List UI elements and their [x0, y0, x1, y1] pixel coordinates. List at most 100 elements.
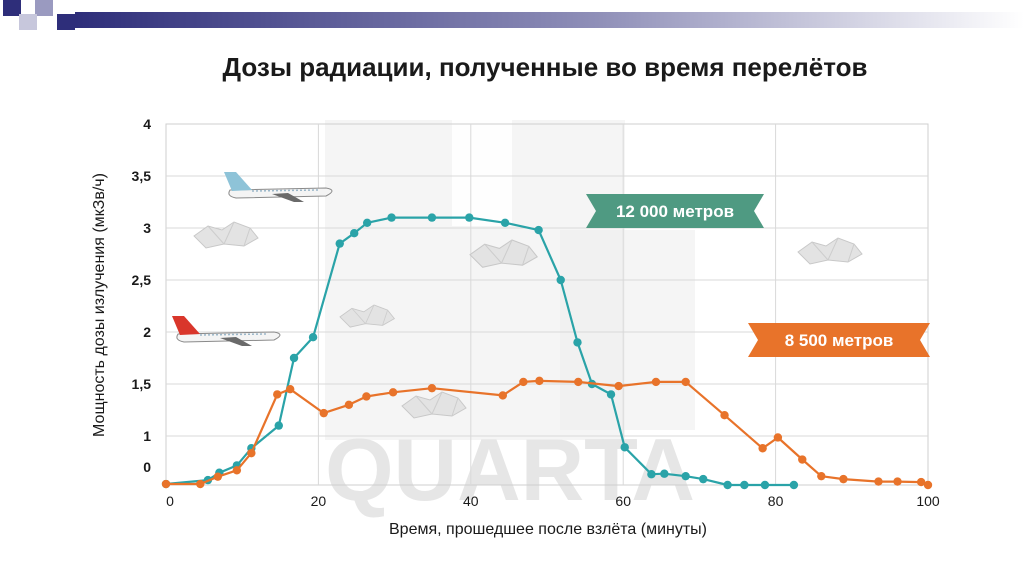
data-point	[574, 377, 583, 387]
data-point	[789, 480, 799, 490]
y-tick-label: 2,5	[132, 272, 152, 288]
data-point	[427, 383, 437, 393]
plane-windows	[251, 189, 319, 192]
series-2	[161, 376, 933, 490]
y-tick-label: 3,5	[132, 168, 152, 184]
series-label-text: 12 000 метров	[616, 202, 734, 221]
series-labels: 12 000 метров 8 500 метров	[586, 194, 930, 357]
data-point	[500, 218, 510, 227]
series-1	[161, 213, 799, 490]
data-point	[161, 479, 171, 489]
plane-wing	[272, 193, 304, 202]
plane-icon-high	[224, 172, 333, 202]
cloud-shape	[797, 237, 863, 265]
x-axis-label: Время, прошедшее после взлёта (минуты)	[389, 521, 707, 538]
data-point	[344, 400, 354, 409]
data-point	[362, 218, 372, 227]
data-point	[289, 353, 299, 363]
data-point	[427, 213, 437, 222]
data-point	[660, 469, 669, 478]
data-point	[286, 385, 295, 394]
data-point	[699, 474, 708, 484]
series-label-8500: 8 500 метров	[748, 323, 930, 357]
x-tick-label: 40	[463, 493, 479, 509]
data-point	[651, 377, 661, 387]
cloud-facets	[811, 237, 855, 263]
data-point	[213, 472, 223, 481]
plane-windows	[199, 333, 267, 336]
plot-frame	[165, 123, 929, 486]
header-decoration	[3, 0, 1024, 30]
watermark-block-right	[560, 230, 695, 430]
data-point	[839, 474, 848, 484]
data-point	[388, 388, 398, 397]
decorations	[172, 172, 863, 419]
data-point	[740, 480, 749, 490]
x-tick-label: 0	[166, 493, 174, 509]
cloud-icon	[339, 304, 396, 328]
data-point	[874, 477, 883, 486]
series-label-12000: 12 000 метров	[586, 194, 764, 228]
series-lines	[161, 213, 933, 490]
cloud-facets	[484, 239, 530, 266]
data-point	[319, 408, 328, 418]
data-point	[535, 376, 544, 386]
data-point	[335, 239, 344, 248]
data-point	[534, 225, 543, 235]
data-point	[720, 411, 729, 420]
cloud-facets	[207, 221, 251, 247]
data-point	[620, 443, 629, 452]
cloud-facets	[351, 304, 389, 326]
grid	[165, 123, 929, 486]
data-point	[573, 338, 582, 347]
data-point	[196, 479, 205, 489]
watermark-text: QUARTA	[325, 420, 695, 519]
plane-tail	[172, 316, 200, 335]
data-point	[773, 433, 783, 442]
chart-title: Дозы радиации, полученные во время перел…	[222, 52, 868, 82]
cloud-icon	[797, 237, 863, 265]
y-tick-label: 4	[143, 116, 151, 132]
cloud-icon	[469, 239, 538, 268]
plane-icon-low	[172, 316, 281, 346]
data-point	[916, 477, 926, 487]
tick-labels: 011,522,533,540 20 40 60 80 100	[132, 116, 940, 509]
data-point	[758, 444, 767, 453]
x-tick-label: 60	[615, 493, 631, 509]
plane-tail	[224, 172, 252, 191]
series-label-text: 8 500 метров	[785, 331, 894, 350]
data-point	[681, 377, 690, 387]
y-tick-label: 1	[143, 428, 151, 444]
y-tick-label: 2	[143, 324, 151, 340]
data-point	[350, 229, 359, 238]
data-point	[556, 275, 565, 285]
data-point	[893, 477, 902, 486]
data-point	[362, 392, 371, 401]
cloud-icon	[193, 221, 259, 249]
data-point	[647, 470, 656, 479]
x-tick-label: 100	[916, 493, 940, 509]
label-arrow-shape	[586, 194, 764, 228]
data-point	[274, 421, 283, 430]
cloud-facets	[415, 391, 459, 417]
header-bar	[0, 0, 1024, 40]
data-point	[681, 471, 690, 481]
data-point	[606, 390, 616, 399]
data-point	[465, 213, 474, 222]
y-tick-label: 3	[143, 220, 151, 236]
data-point	[798, 455, 807, 464]
plane-body	[176, 331, 281, 343]
data-point	[519, 377, 528, 387]
y-tick-label: 0	[143, 459, 151, 475]
data-point	[308, 333, 318, 342]
y-tick-label: 1,5	[132, 376, 152, 392]
x-tick-label: 20	[311, 493, 327, 509]
x-tick-label: 80	[768, 493, 784, 509]
data-point	[273, 390, 282, 399]
watermark-gap	[452, 116, 512, 226]
cloud-icon	[401, 391, 467, 419]
data-point	[498, 391, 508, 400]
data-point	[614, 381, 623, 391]
data-point	[723, 480, 732, 490]
